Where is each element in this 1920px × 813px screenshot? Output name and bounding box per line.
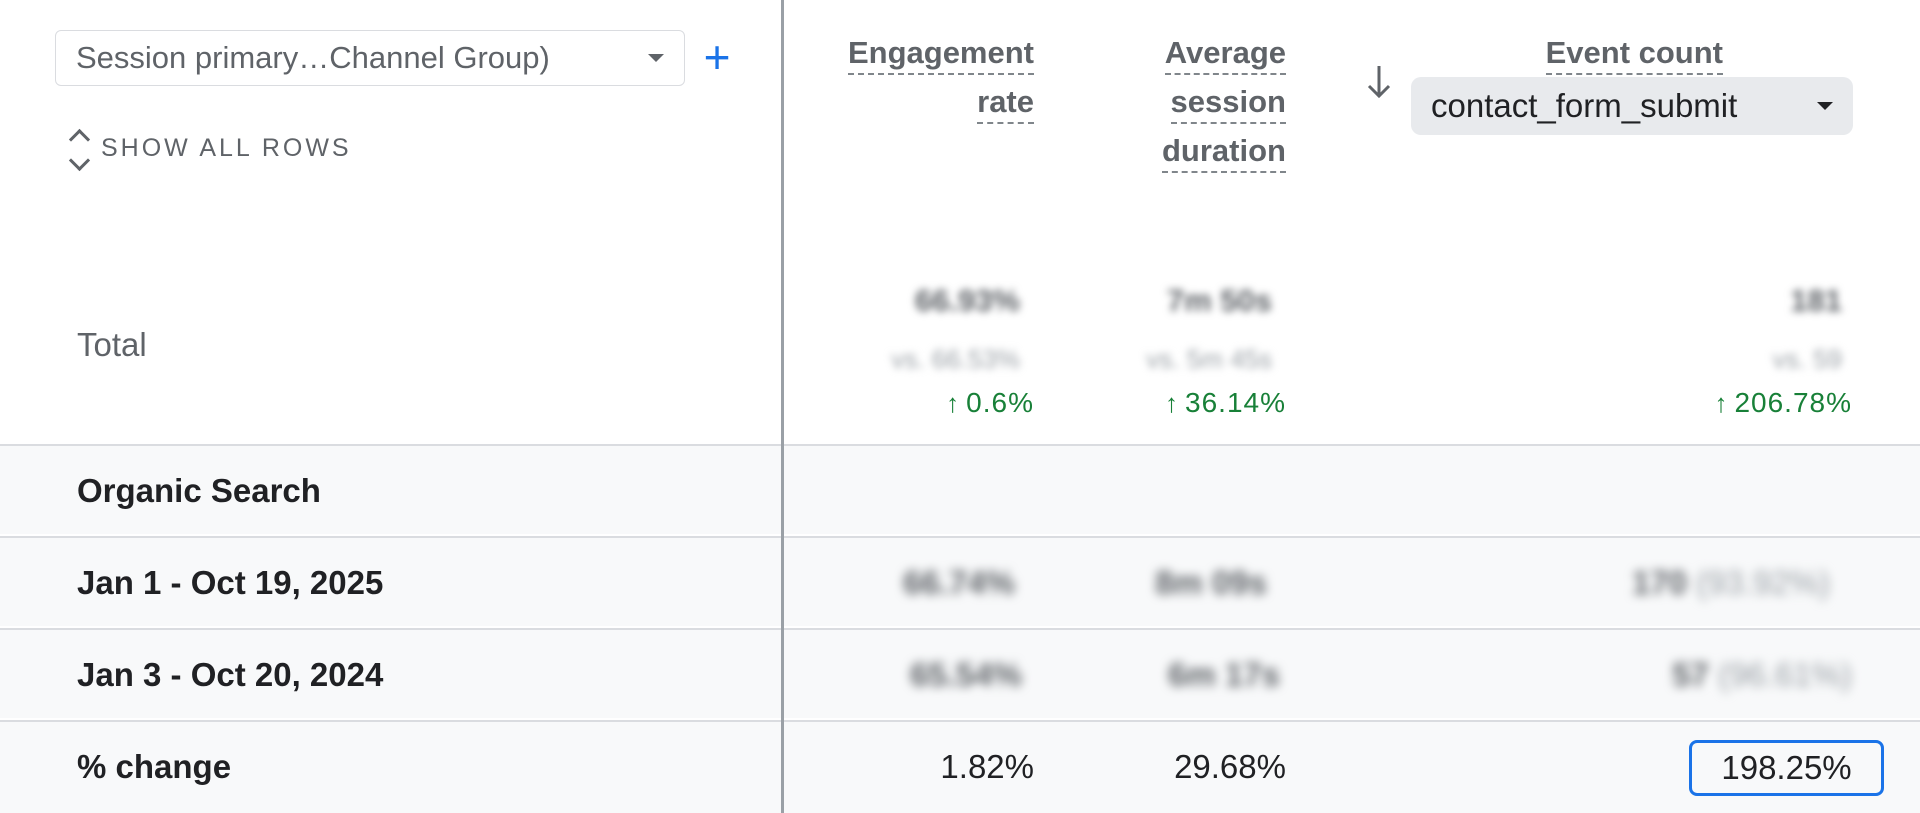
arrow-up-icon: ↑ — [946, 388, 961, 418]
avg-session-duration-header[interactable]: Average session duration — [1162, 28, 1286, 175]
cell-avg-session-duration: 8m 09s — [1155, 564, 1267, 601]
total-event-count-compare: vs. 59 — [1772, 344, 1842, 374]
total-engagement-rate-change: ↑ 0.6% — [946, 387, 1034, 419]
row-label: Jan 3 - Oct 20, 2024 — [77, 656, 384, 693]
add-dimension-button[interactable]: + — [703, 31, 731, 83]
arrow-up-icon: ↑ — [1714, 388, 1729, 418]
total-avg-session-duration: 7m 50s — [1166, 283, 1272, 318]
total-engagement-rate-compare: vs. 66.53% — [891, 344, 1020, 374]
table-row-current-period: Jan 1 - Oct 19, 2025 66.74% 8m 09s 170 (… — [0, 536, 1920, 626]
total-event-count-change: ↑ 206.78% — [1714, 387, 1852, 419]
cell-engagement-rate: 65.54% — [910, 656, 1022, 693]
expand-collapse-icon — [68, 128, 91, 172]
cell-event-share: (96.61%) — [1718, 656, 1852, 693]
table-row-organic-search: Organic Search — [0, 444, 1920, 534]
avg-session-header-line2: session — [1170, 82, 1286, 124]
cell-avg-session-duration: 6m 17s — [1168, 656, 1280, 693]
show-all-rows-button[interactable]: SHOW ALL ROWS — [68, 128, 352, 172]
engagement-rate-header-line2: rate — [977, 82, 1034, 124]
avg-session-header-line3: duration — [1162, 131, 1286, 173]
row-label: % change — [77, 748, 232, 785]
total-event-count-change-value: 206.78% — [1734, 387, 1852, 418]
event-count-header[interactable]: Event count — [1545, 28, 1723, 77]
caret-down-icon — [1817, 102, 1833, 110]
total-engagement-rate-change-value: 0.6% — [966, 387, 1034, 418]
total-avg-session-duration-compare: vs. 5m 45s — [1146, 344, 1272, 374]
row-label: Jan 1 - Oct 19, 2025 — [77, 564, 384, 601]
row-label: Organic Search — [77, 472, 321, 509]
engagement-rate-header[interactable]: Engagement rate — [847, 28, 1034, 126]
cell-event-count-value: 170 — [1631, 564, 1687, 601]
show-all-rows-label: SHOW ALL ROWS — [101, 133, 352, 162]
cell-event-share: (93.92%) — [1696, 564, 1830, 601]
cell-avg-session-duration: 29.68% — [1174, 748, 1286, 785]
event-name-dropdown-label: contact_form_submit — [1431, 87, 1738, 124]
table-row-previous-period: Jan 3 - Oct 20, 2024 65.54% 6m 17s 57 (9… — [0, 628, 1920, 718]
sort-descending-icon[interactable] — [1366, 64, 1392, 100]
total-engagement-rate: 66.93% — [914, 283, 1020, 318]
event-count-header-title: Event count — [1545, 33, 1723, 75]
table-row-percent-change: % change 1.82% 29.68% — [0, 720, 1920, 813]
highlighted-event-count-change[interactable]: 198.25% — [1689, 740, 1884, 796]
total-label: Total — [77, 326, 147, 363]
cell-event-count: 57 (96.61%) — [1672, 656, 1852, 694]
total-avg-session-duration-change-value: 36.14% — [1185, 387, 1286, 418]
cell-engagement-rate: 1.82% — [940, 748, 1034, 785]
column-divider-overlay — [781, 0, 784, 813]
dimension-dropdown-label: Session primary…Channel Group) — [76, 40, 550, 75]
engagement-rate-header-line1: Engagement — [847, 33, 1034, 75]
cell-engagement-rate: 66.74% — [903, 564, 1015, 601]
total-avg-session-duration-change: ↑ 36.14% — [1165, 387, 1286, 419]
total-event-count: 181 — [1790, 283, 1842, 318]
cell-event-count: 170 (93.92%) — [1632, 564, 1830, 602]
cell-event-count-value: 57 — [1672, 656, 1709, 693]
arrow-up-icon: ↑ — [1165, 388, 1180, 418]
caret-down-icon — [648, 54, 664, 62]
event-name-dropdown[interactable]: contact_form_submit — [1411, 77, 1853, 135]
avg-session-header-line1: Average — [1164, 33, 1286, 75]
dimension-dropdown[interactable]: Session primary…Channel Group) — [55, 30, 685, 86]
dimension-pane: Session primary…Channel Group) + SHOW AL… — [0, 0, 781, 813]
